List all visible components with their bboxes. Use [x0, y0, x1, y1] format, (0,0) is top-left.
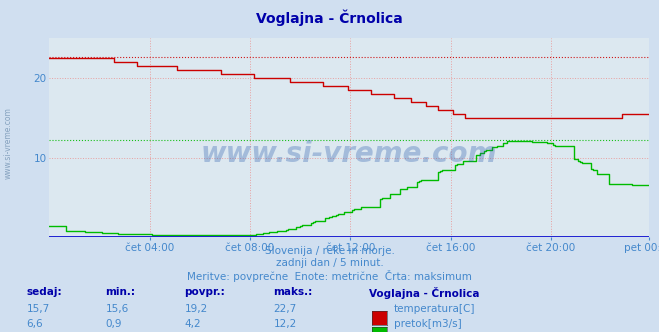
Text: 19,2: 19,2 [185, 304, 208, 314]
Text: maks.:: maks.: [273, 287, 313, 297]
Text: zadnji dan / 5 minut.: zadnji dan / 5 minut. [275, 258, 384, 268]
Text: Slovenija / reke in morje.: Slovenija / reke in morje. [264, 246, 395, 256]
Text: povpr.:: povpr.: [185, 287, 225, 297]
Text: Voglajna - Črnolica: Voglajna - Črnolica [256, 10, 403, 27]
Text: 15,7: 15,7 [26, 304, 49, 314]
Text: sedaj:: sedaj: [26, 287, 62, 297]
Text: temperatura[C]: temperatura[C] [394, 304, 476, 314]
Text: 4,2: 4,2 [185, 319, 201, 329]
Text: min.:: min.: [105, 287, 136, 297]
Text: 22,7: 22,7 [273, 304, 297, 314]
Text: Voglajna - Črnolica: Voglajna - Črnolica [369, 287, 480, 299]
Text: Meritve: povprečne  Enote: metrične  Črta: maksimum: Meritve: povprečne Enote: metrične Črta:… [187, 270, 472, 282]
Text: 0,9: 0,9 [105, 319, 122, 329]
Text: www.si-vreme.com: www.si-vreme.com [201, 140, 498, 168]
Text: 15,6: 15,6 [105, 304, 129, 314]
Text: 6,6: 6,6 [26, 319, 43, 329]
Text: www.si-vreme.com: www.si-vreme.com [3, 107, 13, 179]
Text: 12,2: 12,2 [273, 319, 297, 329]
Text: pretok[m3/s]: pretok[m3/s] [394, 319, 462, 329]
